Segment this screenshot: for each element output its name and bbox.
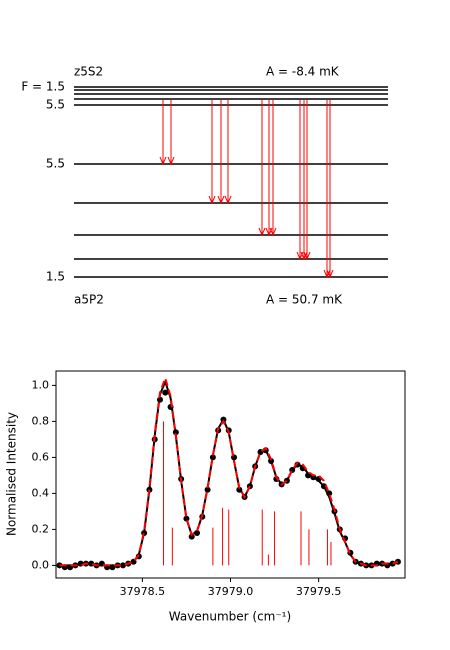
- y-tick-label: 0.2: [32, 522, 50, 535]
- arrow-head: [300, 251, 308, 261]
- arrow-head: [326, 269, 334, 279]
- x-tick-label: 37979.0: [208, 585, 254, 598]
- arrow-head: [258, 227, 266, 237]
- arrow-head: [224, 195, 232, 205]
- arrow-head: [159, 156, 167, 166]
- lower-f-bottom: 1.5: [46, 270, 65, 284]
- data-point: [188, 533, 195, 540]
- y-tick-label: 0.0: [32, 558, 50, 571]
- arrow-head: [167, 156, 175, 166]
- y-tick-label: 0.4: [32, 486, 50, 499]
- arrow-head: [303, 251, 311, 261]
- x-tick-label: 37978.5: [120, 585, 166, 598]
- data-point: [162, 389, 169, 396]
- lower-term: a5P2: [74, 293, 104, 307]
- upper-a: A = -8.4 mK: [266, 65, 340, 79]
- lower-a: A = 50.7 mK: [266, 293, 343, 307]
- plot-frame: [55, 370, 406, 579]
- data-point: [56, 562, 63, 569]
- x-tick-label: 37979.5: [296, 585, 342, 598]
- upper-f-top: F = 1.5: [21, 80, 65, 94]
- y-tick-label: 0.6: [32, 450, 50, 463]
- arrow-head: [269, 227, 277, 237]
- upper-term: z5S2: [74, 65, 103, 79]
- arrow-head: [323, 269, 331, 279]
- lower-f-top: 5.5: [46, 157, 65, 171]
- arrow-head: [217, 195, 225, 205]
- y-tick-label: 1.0: [32, 378, 50, 391]
- y-axis-label: Normalised Intensity: [5, 412, 19, 536]
- fit-line: [59, 375, 399, 567]
- y-tick-label: 0.8: [32, 414, 50, 427]
- upper-f-bottom: 5.5: [46, 98, 65, 112]
- arrow-head: [208, 195, 216, 205]
- x-axis-label: Wavenumber (cm⁻¹): [169, 610, 291, 624]
